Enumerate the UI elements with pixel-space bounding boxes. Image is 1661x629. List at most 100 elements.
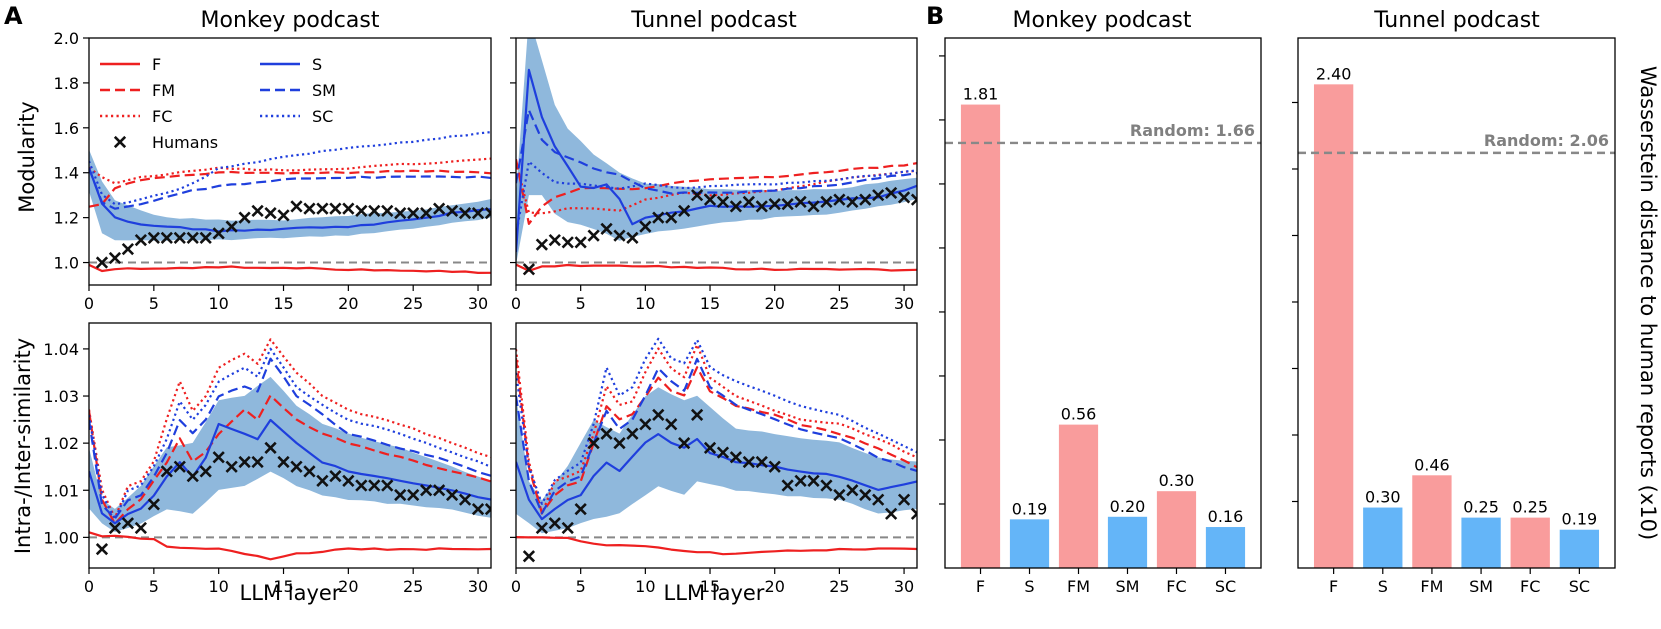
humans-marker [238, 455, 251, 469]
y-tick-label: 1.01 [43, 481, 79, 500]
humans-marker [897, 493, 911, 506]
humans-marker [535, 521, 548, 535]
humans-marker [613, 437, 626, 450]
humans-marker [186, 231, 199, 244]
y-tick-label: 1.0 [54, 254, 79, 273]
humans-marker [872, 189, 885, 202]
humans-marker [807, 200, 820, 213]
x-tick-label: 20 [765, 577, 785, 596]
humans-marker [381, 479, 394, 492]
x-tick-label: 15 [700, 577, 720, 596]
x-tick-label: 5 [149, 577, 159, 596]
plot-area: 0 5 10 15 20 25 30 1.00 1.01 1.02 1.03 1.04 [43, 322, 492, 596]
humans-marker [535, 238, 548, 251]
series-line-sc [516, 337, 917, 505]
legend-label: SM [312, 81, 336, 100]
humans-marker [846, 195, 859, 209]
humans-marker [574, 236, 587, 249]
series-line-fm [89, 169, 491, 208]
x-tick-label: FC [1520, 577, 1540, 596]
plot-area: 0 5 10 15 20 25 30 1.0 1.2 1.4 1.6 1.8 2.0 [54, 29, 492, 313]
humans-marker [548, 233, 561, 247]
humans-marker [484, 207, 491, 220]
y-tick-label: 1.2 [54, 209, 79, 228]
y-axis-label: Intra-/Inter-similarity [11, 338, 35, 554]
humans-marker [897, 191, 911, 204]
plot-content [89, 131, 491, 274]
humans-marker [768, 460, 781, 473]
humans-marker [587, 229, 600, 242]
chart-tunnel-wasserstein: Tunnel podcast 2.40 F 0.30 S 0.46 FM 0.25 SM 0.2… [1292, 8, 1660, 596]
chart-monkey-wasserstein: Monkey podcast 1.81 F 0.19 S 0.56 FM 0.20 SM 0.3… [939, 8, 1262, 596]
shaded-band [516, 387, 917, 534]
bar-fc [1510, 517, 1550, 568]
series-line-sc [89, 131, 491, 206]
panel-label-b: B [926, 2, 944, 30]
legend-item-sc: SC [260, 107, 333, 126]
x-tick-label: 30 [894, 294, 914, 313]
humans-marker [394, 207, 407, 220]
legend-item-s: S [260, 55, 322, 74]
bar-s [1009, 519, 1050, 568]
chart-monkey-modularity: Monkey podcast Modularity 0 5 10 15 20 25 30 1.… [15, 8, 492, 313]
chart-title: Tunnel podcast [630, 8, 797, 33]
y-tick-label: 1.04 [43, 340, 79, 359]
humans-marker [225, 460, 238, 473]
humans-marker [471, 502, 485, 516]
humans-marker [910, 193, 917, 206]
y-tick-label: 1.4 [54, 164, 79, 183]
humans-marker [781, 198, 794, 211]
x-axis-label: LLM layer [664, 581, 765, 605]
series-line-sm [516, 357, 917, 515]
y-tick-label: 1.03 [43, 387, 79, 406]
series-line-f [89, 263, 491, 274]
random-label: Random: 2.06 [1484, 131, 1609, 150]
x-tick-label: F [1329, 577, 1338, 596]
x-tick-label: 0 [84, 577, 94, 596]
humans-marker [342, 474, 355, 487]
x-tick-label: 0 [511, 577, 521, 596]
bar-value-label: 0.30 [1159, 471, 1195, 490]
plot-content [516, 38, 917, 276]
plot-area: 0 5 10 15 20 25 30 [510, 37, 918, 313]
humans-marker [484, 502, 491, 516]
humans-marker [394, 488, 407, 502]
bar-value-label: 0.46 [1414, 455, 1450, 474]
bar-sc [1559, 529, 1600, 568]
humans-marker [238, 211, 251, 224]
series-line-sm [516, 109, 917, 195]
humans-marker [678, 437, 691, 450]
chart-title: Monkey podcast [1013, 8, 1192, 33]
humans-marker [561, 521, 574, 535]
humans-marker [652, 211, 665, 224]
bar-sc [1205, 527, 1246, 568]
humans-marker [910, 507, 917, 520]
x-tick-label: 0 [511, 294, 521, 313]
humans-marker [407, 207, 420, 220]
humans-marker [303, 202, 316, 215]
humans-marker [95, 256, 109, 269]
humans-marker [600, 222, 613, 235]
x-tick-label: 25 [403, 294, 423, 313]
humans-marker [613, 229, 626, 242]
humans-marker [690, 408, 704, 421]
humans-marker [433, 202, 446, 215]
humans-marker [134, 521, 147, 535]
y-axis-label: Modularity [15, 101, 39, 212]
plot-frame [1297, 37, 1616, 569]
legend-label: FC [152, 107, 172, 126]
humans-marker [665, 418, 678, 431]
humans-marker [600, 427, 613, 440]
series-line-fc [89, 157, 491, 185]
bars-content [945, 104, 1261, 568]
x-tick-label: FM [1067, 577, 1090, 596]
humans-marker [703, 193, 717, 206]
x-tick-label: 10 [635, 577, 655, 596]
legend-label: S [312, 55, 322, 74]
humans-marker [859, 193, 872, 206]
y-tick-label: 1.02 [43, 434, 79, 453]
humans-marker [665, 211, 678, 224]
plot-content [89, 338, 491, 561]
x-tick-label: SM [1469, 577, 1493, 596]
humans-marker [329, 470, 342, 483]
